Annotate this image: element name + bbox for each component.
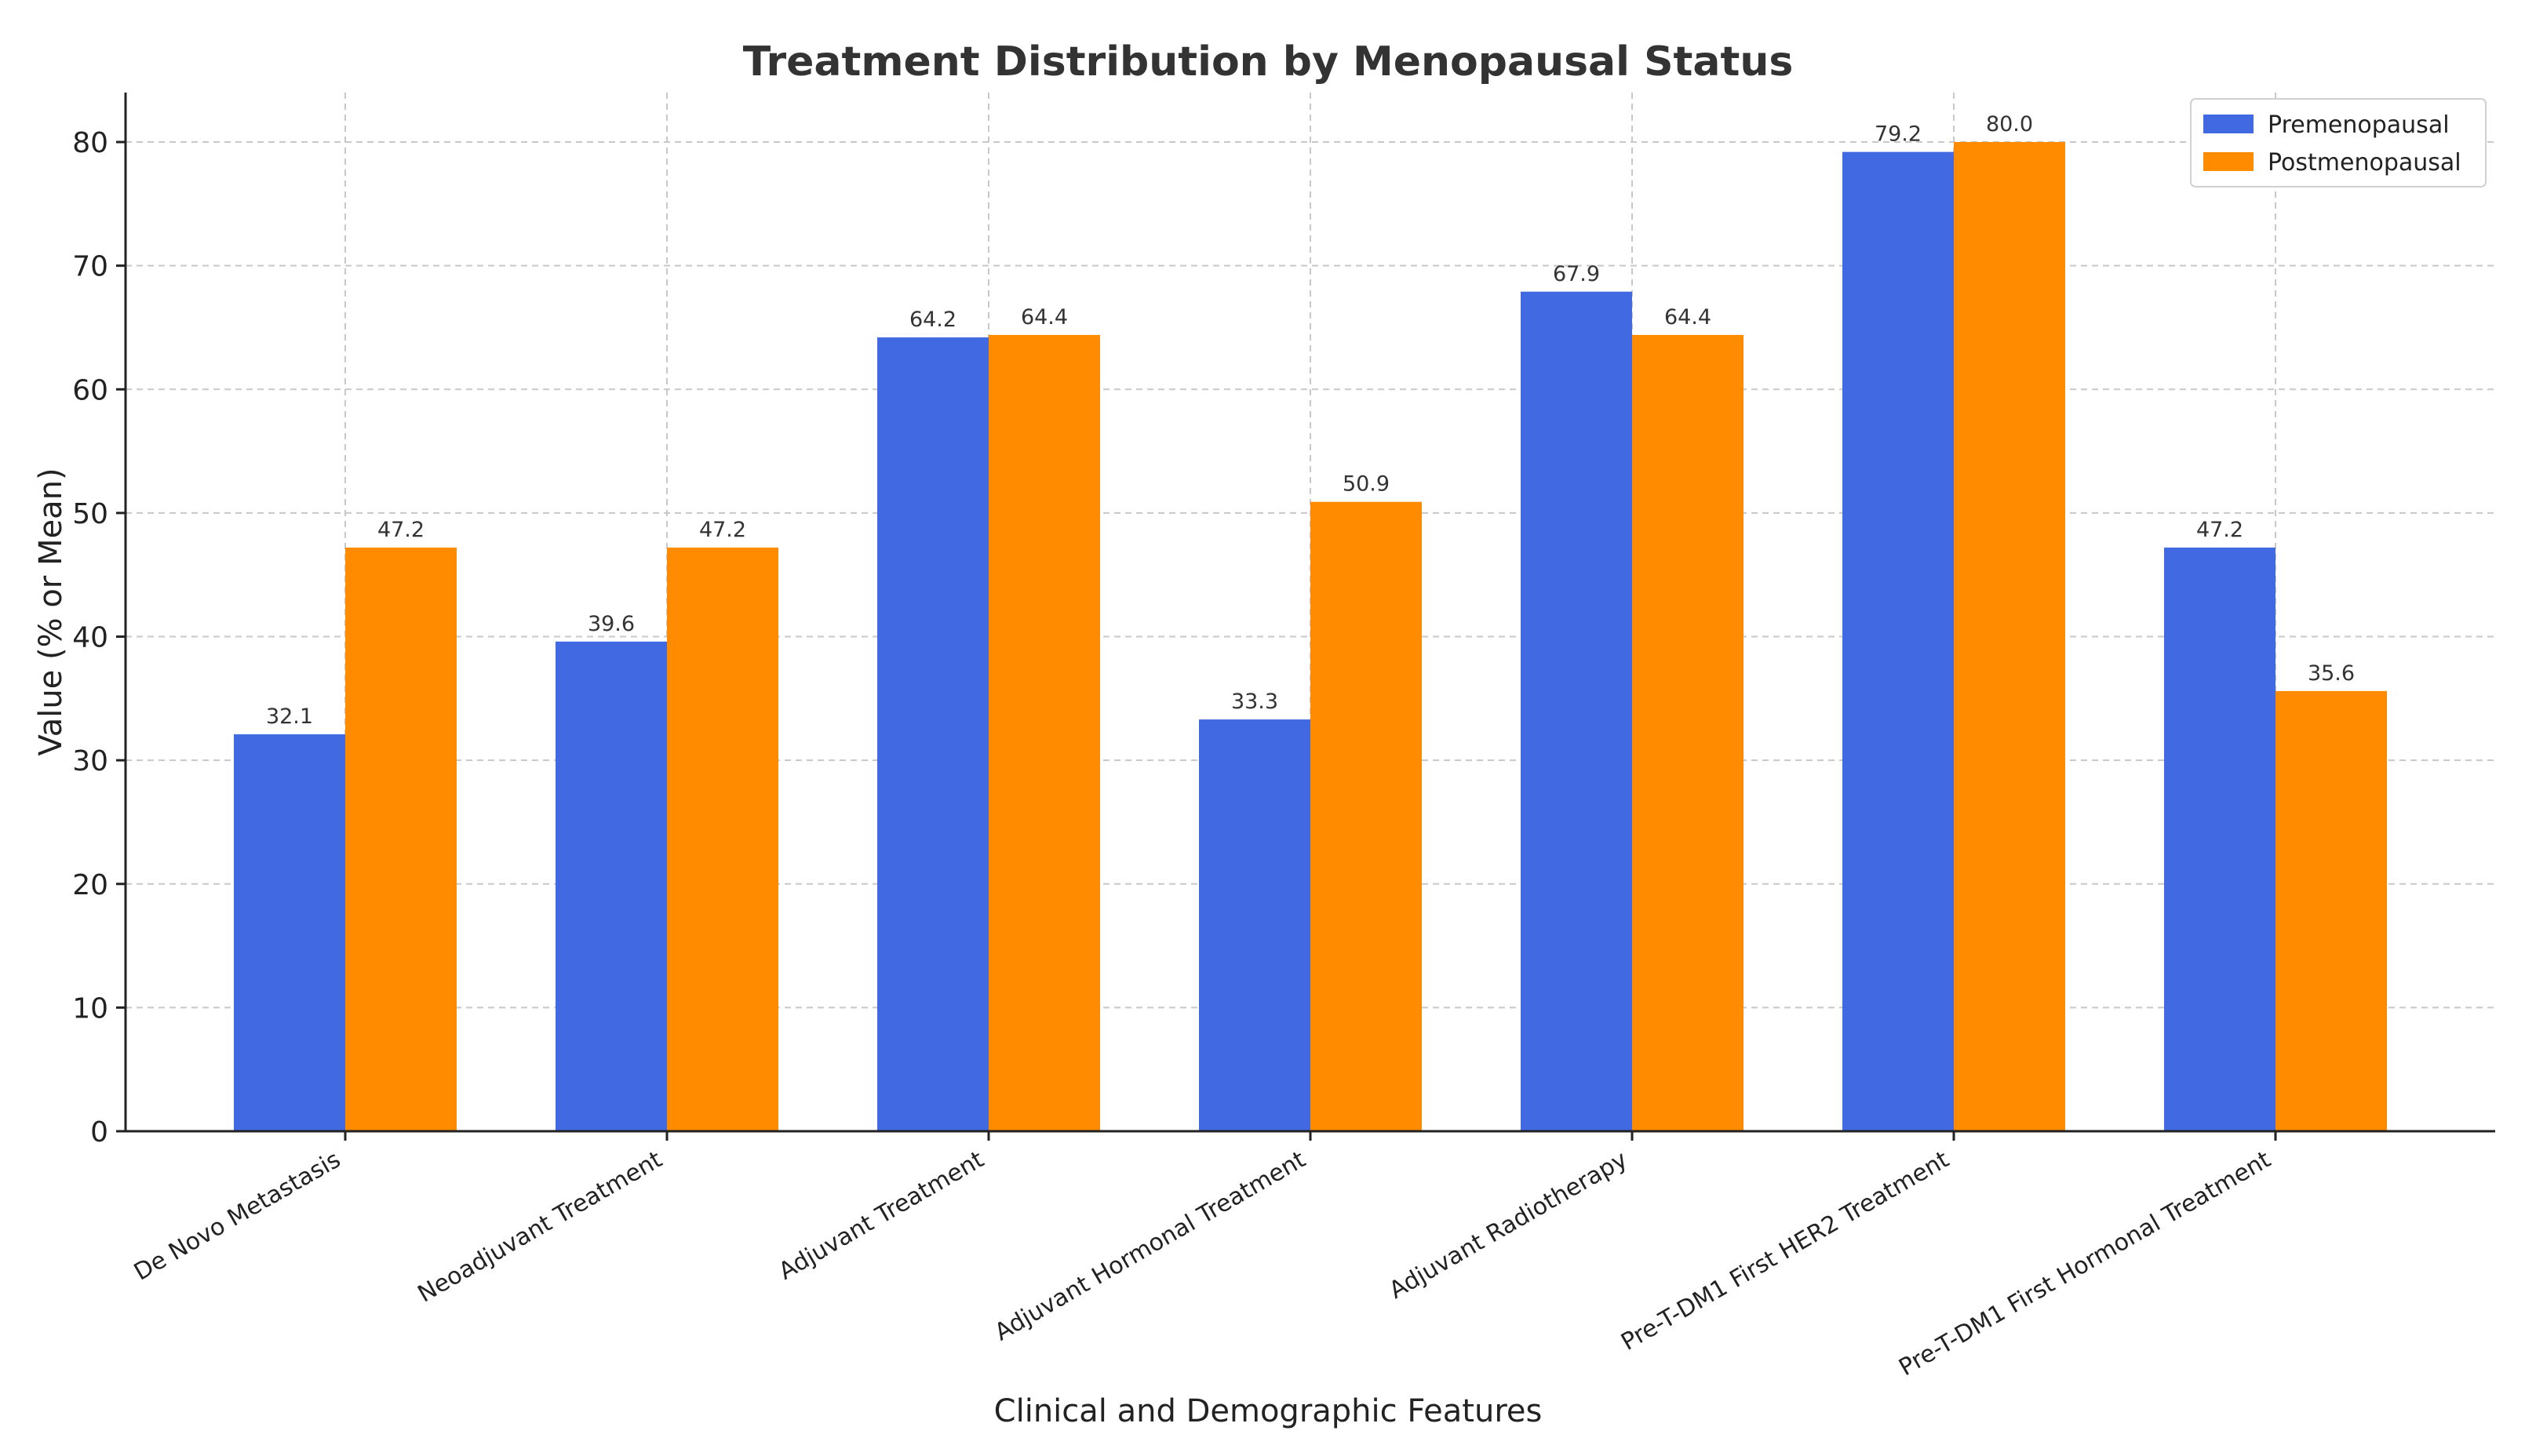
bar-postmenopausal-4 [1310, 501, 1422, 1131]
data-label-postmenopausal-7: 35.6 [2308, 661, 2355, 686]
data-label-postmenopausal-2: 47.2 [699, 518, 746, 542]
legend: Premenopausal Postmenopausal [2190, 98, 2487, 187]
bar-postmenopausal-1 [345, 548, 457, 1131]
x-axis-title: Clinical and Demographic Features [994, 1393, 1543, 1429]
x-category-label: Pre-T-DM1 First Hormonal Treatment [1894, 1146, 2275, 1382]
legend-label-postmenopausal: Postmenopausal [2268, 149, 2461, 177]
y-tick-label: 0 [90, 1116, 108, 1148]
bar-premenopausal-5 [1521, 291, 1632, 1132]
x-category-label: Neoadjuvant Treatment [414, 1146, 668, 1309]
bar-premenopausal-3 [877, 337, 989, 1132]
bar-postmenopausal-6 [1954, 142, 2065, 1132]
x-category-label: Adjuvant Treatment [774, 1146, 989, 1286]
y-tick-label: 60 [72, 374, 108, 406]
y-tick-label: 20 [72, 869, 108, 901]
legend-box [2190, 98, 2487, 187]
data-label-postmenopausal-6: 80.0 [1986, 112, 2033, 136]
y-tick-label: 50 [72, 498, 108, 530]
bar-postmenopausal-5 [1632, 334, 1744, 1131]
data-label-premenopausal-6: 79.2 [1875, 122, 1922, 147]
bar-postmenopausal-2 [667, 548, 778, 1131]
x-category-label: Adjuvant Radiotherapy [1385, 1146, 1632, 1305]
y-axis-title: Value (% or Mean) [33, 468, 69, 755]
legend-label-premenopausal: Premenopausal [2268, 111, 2450, 139]
data-label-premenopausal-2: 39.6 [588, 612, 635, 636]
data-label-postmenopausal-3: 64.4 [1021, 305, 1068, 329]
y-tick-label: 30 [72, 745, 108, 777]
y-tick-label: 80 [72, 127, 108, 159]
bars-layer [234, 142, 2387, 1132]
y-tick-label: 70 [72, 251, 108, 283]
bar-premenopausal-7 [2164, 548, 2275, 1131]
data-label-premenopausal-5: 67.9 [1553, 262, 1600, 286]
chart-title: Treatment Distribution by Menopausal Sta… [743, 38, 1794, 86]
x-category-label: Pre-T-DM1 First HER2 Treatment [1616, 1146, 1954, 1356]
data-label-premenopausal-1: 32.1 [266, 704, 313, 729]
bar-premenopausal-6 [1842, 151, 1954, 1132]
data-label-premenopausal-7: 47.2 [2196, 518, 2243, 542]
y-tick-label: 10 [72, 992, 108, 1025]
axes-layer [116, 93, 2495, 1141]
bar-premenopausal-1 [234, 734, 345, 1131]
bar-premenopausal-4 [1199, 719, 1310, 1131]
y-tick-label: 40 [72, 622, 108, 654]
data-label-postmenopausal-5: 64.4 [1664, 305, 1711, 329]
data-label-postmenopausal-1: 47.2 [377, 518, 424, 542]
data-label-premenopausal-3: 64.2 [909, 308, 956, 332]
bar-postmenopausal-3 [989, 334, 1100, 1131]
bar-premenopausal-2 [556, 641, 667, 1131]
x-category-label: Adjuvant Hormonal Treatment [990, 1146, 1310, 1347]
legend-swatch-premenopausal [2203, 115, 2254, 133]
legend-swatch-postmenopausal [2203, 152, 2254, 171]
data-label-postmenopausal-4: 50.9 [1343, 472, 1390, 497]
data-label-premenopausal-4: 33.3 [1231, 690, 1278, 714]
x-category-label: De Novo Metastasis [129, 1146, 345, 1287]
bar-postmenopausal-7 [2275, 690, 2387, 1131]
